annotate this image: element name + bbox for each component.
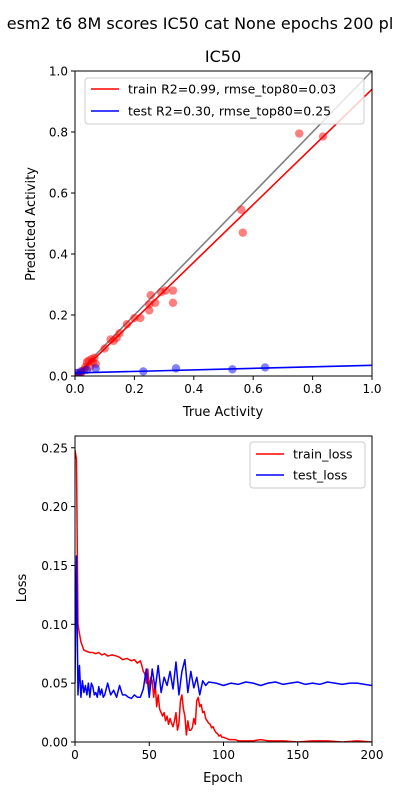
chart1-xtick-label: 0.8 <box>303 382 322 396</box>
chart2-xtick-label: 0 <box>71 748 79 762</box>
chart2-ytick-label: 0.20 <box>41 500 68 514</box>
test-loss-line <box>75 555 372 700</box>
figure-suptitle: esm2 t6 8M scores IC50 cat None epochs 2… <box>7 14 394 33</box>
train-point <box>237 205 246 214</box>
chart1-ytick-label: 0.4 <box>49 248 68 262</box>
chart1-ytick-label: 1.0 <box>49 65 68 79</box>
chart2-xtick-label: 50 <box>142 748 157 762</box>
chart2-plot-area <box>75 450 372 742</box>
chart1-xtick-label: 0.4 <box>184 382 203 396</box>
train-loss-legend-label: train_loss <box>293 447 353 462</box>
chart2-xtick-label: 150 <box>286 748 309 762</box>
chart2-frame <box>74 435 373 743</box>
train-legend-label: train R2=0.99, rmse_top80=0.03 <box>128 82 336 97</box>
chart1-frame <box>74 70 373 377</box>
chart1-ylabel: Predicted Activity <box>24 167 39 281</box>
chart1-title: IC50 <box>205 47 241 66</box>
chart2-ytick-label: 0.05 <box>41 677 68 691</box>
train-fit-line <box>75 88 372 376</box>
train-loss-line <box>75 450 372 742</box>
train-point <box>238 228 248 237</box>
train-point <box>122 319 132 329</box>
test-legend-label: test R2=0.30, rmse_top80=0.25 <box>128 104 331 119</box>
chart2-xtick-label: 200 <box>361 748 384 762</box>
scatter-chart-ic50: IC50 True Activity Predicted Activity 0.… <box>24 47 382 420</box>
chart1-ytick-label: 0.0 <box>49 370 68 384</box>
chart2-ytick-label: 0.15 <box>41 559 68 573</box>
test-loss-legend-label: test_loss <box>293 468 347 483</box>
chart1-xtick-label: 0.6 <box>244 382 263 396</box>
train-point <box>146 290 155 300</box>
train-point <box>295 129 304 138</box>
chart2-xlabel: Epoch <box>203 771 243 786</box>
train-point <box>168 286 178 295</box>
chart2-ytick-label: 0.00 <box>41 736 68 750</box>
chart1-legend-box <box>84 77 365 125</box>
test-point <box>171 364 181 373</box>
train-point <box>130 313 139 323</box>
chart1-xtick-label: 0.0 <box>65 382 84 396</box>
line-chart-loss: Epoch Loss 0 50 100 150 200 0.00 0.05 0.10 0.15 0… <box>15 435 384 786</box>
chart2-ytick-label: 0.25 <box>41 441 68 455</box>
test-point <box>91 364 100 373</box>
chart2-xtick-label: 100 <box>212 748 235 762</box>
chart1-ytick-label: 0.8 <box>49 126 68 140</box>
chart2-legend: train_loss test_loss <box>249 441 366 489</box>
chart1-xlabel: True Activity <box>182 405 264 420</box>
chart2-ylabel: Loss <box>15 574 30 603</box>
chart2-ytick-label: 0.10 <box>41 618 68 632</box>
chart1-xtick-label: 0.2 <box>125 382 144 396</box>
chart1-xtick-label: 1.0 <box>362 382 381 396</box>
chart1-ytick-label: 0.2 <box>49 309 68 323</box>
chart1-ytick-label: 0.6 <box>49 187 68 201</box>
test-fit-line <box>75 364 372 374</box>
train-point <box>168 298 178 307</box>
